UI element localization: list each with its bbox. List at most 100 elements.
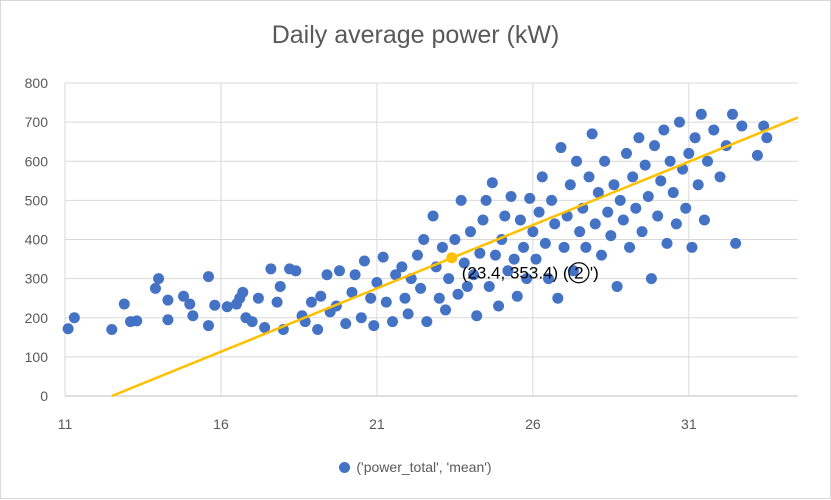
data-point [649, 140, 661, 152]
y-tick-label: 800 [25, 75, 49, 91]
data-point [655, 175, 667, 187]
data-point [489, 249, 501, 261]
data-point [380, 296, 392, 308]
highlight-point [446, 252, 458, 264]
data-point [131, 315, 143, 327]
data-point [761, 132, 773, 144]
data-point [658, 124, 670, 136]
data-point [480, 194, 492, 206]
data-point [474, 247, 486, 259]
data-point [455, 194, 467, 206]
data-point [624, 241, 636, 253]
data-point [686, 241, 698, 253]
data-point [539, 237, 551, 249]
data-point [680, 202, 692, 214]
data-point [390, 269, 402, 281]
data-point [149, 282, 161, 294]
y-tick-label: 100 [25, 349, 49, 365]
data-point [633, 132, 645, 144]
data-point [321, 269, 333, 281]
data-point [402, 308, 414, 320]
x-tick-label: 16 [213, 416, 229, 432]
x-tick-label: 11 [58, 416, 73, 432]
data-point [549, 218, 561, 230]
data-point [178, 290, 190, 302]
data-point [586, 128, 598, 140]
x-tick-label: 26 [525, 416, 541, 432]
data-point [564, 179, 576, 191]
data-point [708, 124, 720, 136]
data-point [530, 253, 542, 265]
data-point [62, 323, 74, 335]
legend-label: ('power_total', 'mean') [356, 459, 492, 475]
data-point [162, 294, 174, 306]
data-point [483, 280, 495, 292]
data-point [461, 280, 473, 292]
data-point [664, 155, 676, 167]
data-point [259, 322, 271, 334]
data-point [608, 179, 620, 191]
data-point [274, 280, 286, 292]
data-point [533, 206, 545, 218]
data-point [202, 271, 214, 283]
data-point [514, 214, 526, 226]
data-point [617, 214, 629, 226]
data-point [315, 290, 327, 302]
data-point [436, 241, 448, 253]
chart-legend: ('power_total', 'mean') [1, 459, 830, 475]
data-point [433, 292, 445, 304]
data-point [599, 155, 611, 167]
highlight-circled-text: 2 [574, 264, 583, 283]
y-tick-label: 400 [25, 232, 49, 248]
data-point [118, 298, 130, 310]
data-point [527, 226, 539, 238]
highlight-circle-mark [568, 262, 590, 284]
data-point [670, 218, 682, 230]
data-point [673, 116, 685, 128]
data-point [751, 149, 763, 161]
data-point [524, 192, 536, 204]
data-point [695, 108, 707, 120]
data-point [68, 312, 80, 324]
y-tick-label: 0 [40, 388, 48, 404]
data-point [346, 286, 358, 298]
y-tick-label: 300 [25, 271, 49, 287]
data-point [542, 273, 554, 285]
data-point [639, 159, 651, 171]
data-point [399, 292, 411, 304]
data-point [106, 323, 118, 335]
data-point [730, 237, 742, 249]
data-point [636, 226, 648, 238]
data-point [377, 251, 389, 263]
data-point [661, 237, 673, 249]
data-point [187, 310, 199, 322]
data-point [642, 190, 654, 202]
data-point [162, 314, 174, 326]
data-point [614, 194, 626, 206]
data-point [571, 155, 583, 167]
y-tick-label: 500 [25, 192, 49, 208]
data-point [627, 171, 639, 183]
data-point [221, 301, 233, 313]
data-point [209, 299, 221, 311]
data-point [620, 147, 632, 159]
data-point [645, 273, 657, 285]
x-tick-label: 21 [369, 416, 385, 432]
data-point [536, 171, 548, 183]
data-point [396, 261, 408, 273]
data-point [583, 171, 595, 183]
data-point [440, 304, 452, 316]
y-tick-label: 600 [25, 153, 49, 169]
data-point [458, 257, 470, 269]
data-point [552, 292, 564, 304]
data-point [333, 265, 345, 277]
data-point [471, 310, 483, 322]
data-point [611, 280, 623, 292]
data-point [518, 241, 530, 253]
y-tick-label: 200 [25, 310, 49, 326]
data-point [714, 171, 726, 183]
data-point [468, 269, 480, 281]
data-point [443, 273, 455, 285]
data-point [237, 286, 249, 298]
